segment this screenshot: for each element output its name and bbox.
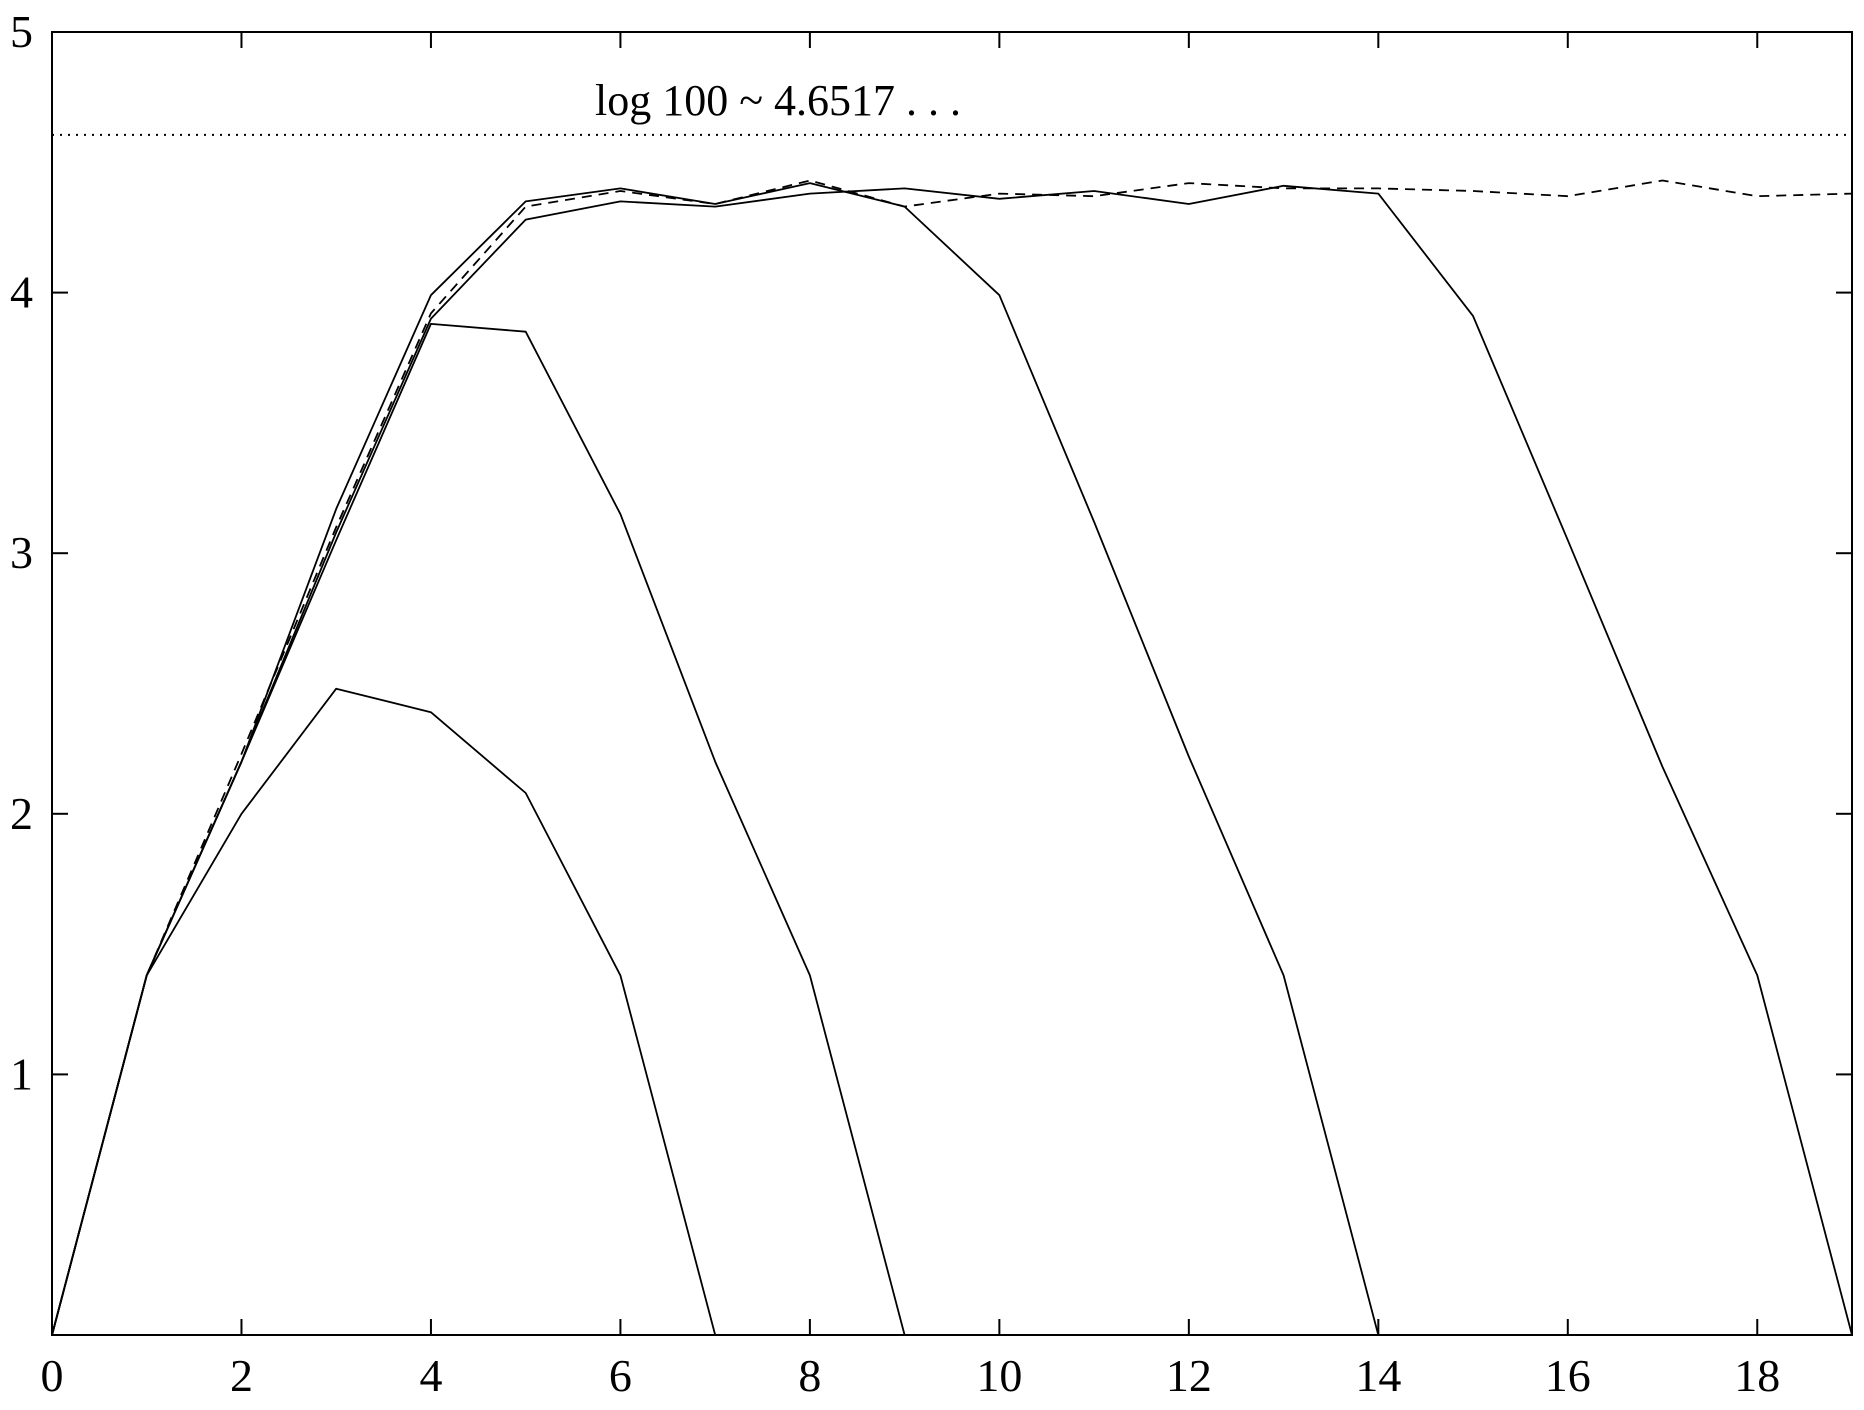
x-tick-label: 4 [419,1350,442,1401]
y-tick-label: 4 [10,267,33,318]
x-tick-label: 14 [1355,1350,1401,1401]
series-line-5 [51,179,1853,1336]
x-tick-label: 6 [609,1350,632,1401]
y-tick-label: 3 [10,527,33,578]
y-tick-label: 2 [10,788,33,839]
x-tick-label: 10 [976,1350,1022,1401]
y-tick-label: 5 [10,6,33,57]
series-line-1 [51,687,717,1336]
series-line-2 [51,322,906,1336]
series-line-3 [51,182,1380,1336]
x-tick-label: 16 [1545,1350,1591,1401]
x-tick-label: 18 [1734,1350,1780,1401]
plot-frame [51,31,1853,1336]
series-line-4 [51,184,1853,1336]
x-tick-label: 12 [1166,1350,1212,1401]
axis-ticks [51,31,1852,1335]
x-tick-label: 0 [41,1350,64,1401]
series-group [51,179,1853,1336]
x-tick-label: 8 [798,1350,821,1401]
reference-annotation: log 100 ~ 4.6517 . . . [595,76,961,125]
x-tick-label: 2 [230,1350,253,1401]
y-tick-label: 1 [10,1048,33,1099]
